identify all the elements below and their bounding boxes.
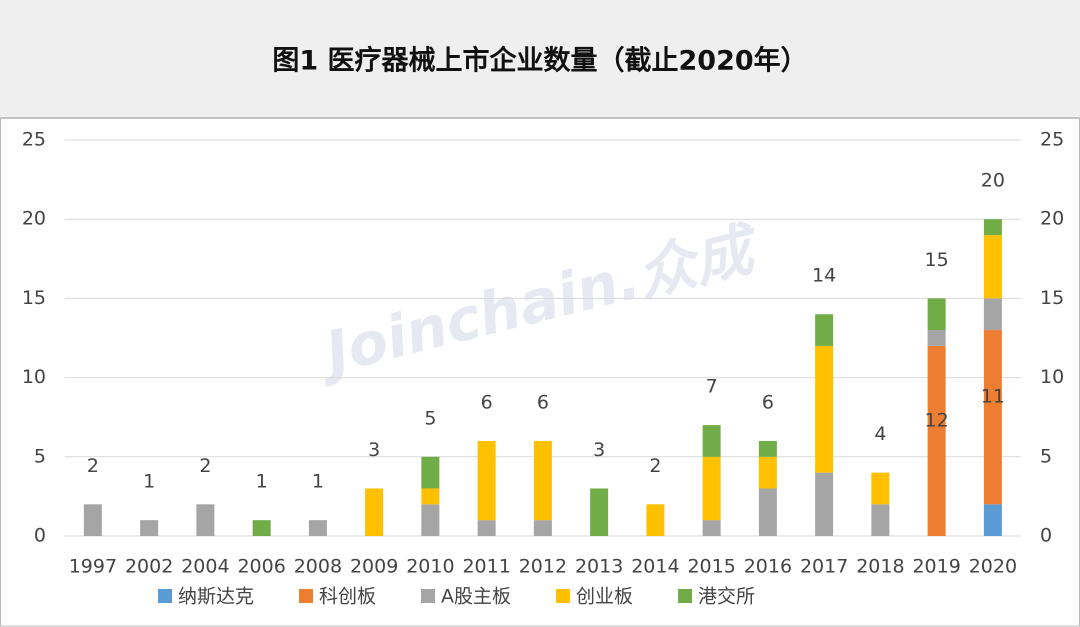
total-label: 5	[424, 407, 436, 429]
legend-label: 纳斯达克	[178, 586, 254, 608]
bar-segment	[983, 298, 1002, 331]
bar-segment	[196, 504, 215, 536]
bar-segment	[927, 330, 946, 346]
bar-segment	[702, 520, 721, 536]
bar-segment	[252, 520, 271, 536]
y-tick-label: 15	[22, 287, 46, 309]
y2-tick-label: 15	[1040, 287, 1064, 309]
y-tick-label: 10	[22, 366, 46, 388]
chart-title: 图1 医疗器械上市企业数量（截止2020年）	[272, 45, 807, 77]
bar-segment	[983, 219, 1002, 236]
bar-segment	[421, 488, 440, 505]
bar-segment	[758, 440, 777, 457]
bar-segment	[815, 472, 834, 536]
bar-segment	[815, 345, 834, 473]
legend-swatch	[421, 589, 436, 603]
x-tick-label: 2006	[237, 556, 285, 578]
legend-label: 创业板	[576, 586, 633, 608]
legend-label: 科创板	[319, 586, 376, 608]
bar-segment	[983, 504, 1002, 536]
x-tick-label: 2017	[800, 556, 848, 578]
bar-segment	[702, 425, 721, 457]
x-tick-label: 2015	[687, 556, 735, 578]
x-tick-label: 2019	[912, 556, 960, 578]
legend-swatch	[158, 589, 172, 603]
bar-segment	[477, 520, 496, 536]
x-tick-label: 2012	[519, 556, 567, 578]
y-tick-label: 5	[34, 445, 46, 467]
header-band	[0, 0, 1080, 118]
bar-segment	[421, 504, 440, 536]
bar-segment	[983, 235, 1002, 299]
x-tick-label: 2002	[125, 556, 173, 578]
total-label: 4	[874, 423, 886, 445]
segment-label: 12	[925, 409, 949, 431]
bar-segment	[927, 345, 946, 536]
watermark: Joinchain.众成	[309, 213, 768, 389]
total-label: 1	[143, 471, 155, 493]
total-label: 2	[87, 455, 99, 477]
x-tick-label: 2010	[406, 556, 454, 578]
bar-segment	[702, 456, 721, 521]
total-label: 2	[199, 455, 211, 477]
x-tick-label: 2020	[969, 556, 1017, 578]
legend-label: A股主板	[441, 586, 511, 608]
bar-segment	[477, 440, 496, 521]
y-tick-label: 25	[22, 129, 46, 151]
x-tick-label: 2011	[462, 556, 510, 578]
x-tick-label: 2014	[631, 556, 679, 578]
x-tick-label: 2013	[575, 556, 623, 578]
bar-segment	[365, 488, 384, 536]
bar-segment	[533, 440, 552, 521]
legend-label: 港交所	[698, 586, 755, 608]
y2-tick-label: 25	[1040, 129, 1064, 151]
x-tick-label: 2018	[856, 556, 904, 578]
bar-segment	[871, 472, 890, 505]
y2-tick-label: 5	[1040, 445, 1052, 467]
total-label: 14	[812, 265, 836, 287]
segment-label: 11	[981, 386, 1005, 408]
total-label: 3	[593, 439, 605, 461]
legend-swatch	[299, 589, 314, 603]
x-tick-label: 1997	[69, 556, 117, 578]
x-tick-label: 2009	[350, 556, 398, 578]
y2-tick-label: 0	[1040, 525, 1052, 547]
bar-segment	[758, 488, 777, 536]
total-label: 1	[312, 471, 324, 493]
total-label: 2	[649, 455, 661, 477]
x-tick-label: 2016	[744, 556, 792, 578]
bar-segment	[815, 314, 834, 346]
total-label: 6	[537, 391, 549, 413]
bar-segment	[308, 520, 327, 536]
y2-tick-label: 20	[1040, 208, 1064, 230]
y2-tick-label: 10	[1040, 366, 1064, 388]
x-tick-label: 2008	[294, 556, 342, 578]
legend-swatch	[678, 589, 693, 603]
bar-segment	[646, 504, 665, 536]
x-tick-label: 2004	[181, 556, 229, 578]
total-label: 6	[481, 391, 493, 413]
y-tick-label: 20	[22, 208, 46, 230]
total-label: 15	[925, 249, 949, 271]
total-label: 3	[368, 439, 380, 461]
bar-segment	[758, 456, 777, 489]
bar-segment	[871, 504, 890, 536]
legend-swatch	[556, 589, 571, 603]
chart-border	[0, 117, 1080, 627]
total-label: 7	[706, 376, 718, 398]
total-label: 6	[762, 391, 774, 413]
bar-segment	[533, 520, 552, 536]
bar-segment	[140, 520, 159, 536]
bar-segment	[927, 298, 946, 331]
bar-segment	[983, 330, 1002, 505]
bar-segment	[590, 488, 609, 536]
total-label: 20	[981, 170, 1005, 192]
total-label: 1	[256, 471, 268, 493]
bar-segment	[83, 504, 102, 536]
bar-segment	[421, 456, 440, 489]
y-tick-label: 0	[34, 525, 46, 547]
